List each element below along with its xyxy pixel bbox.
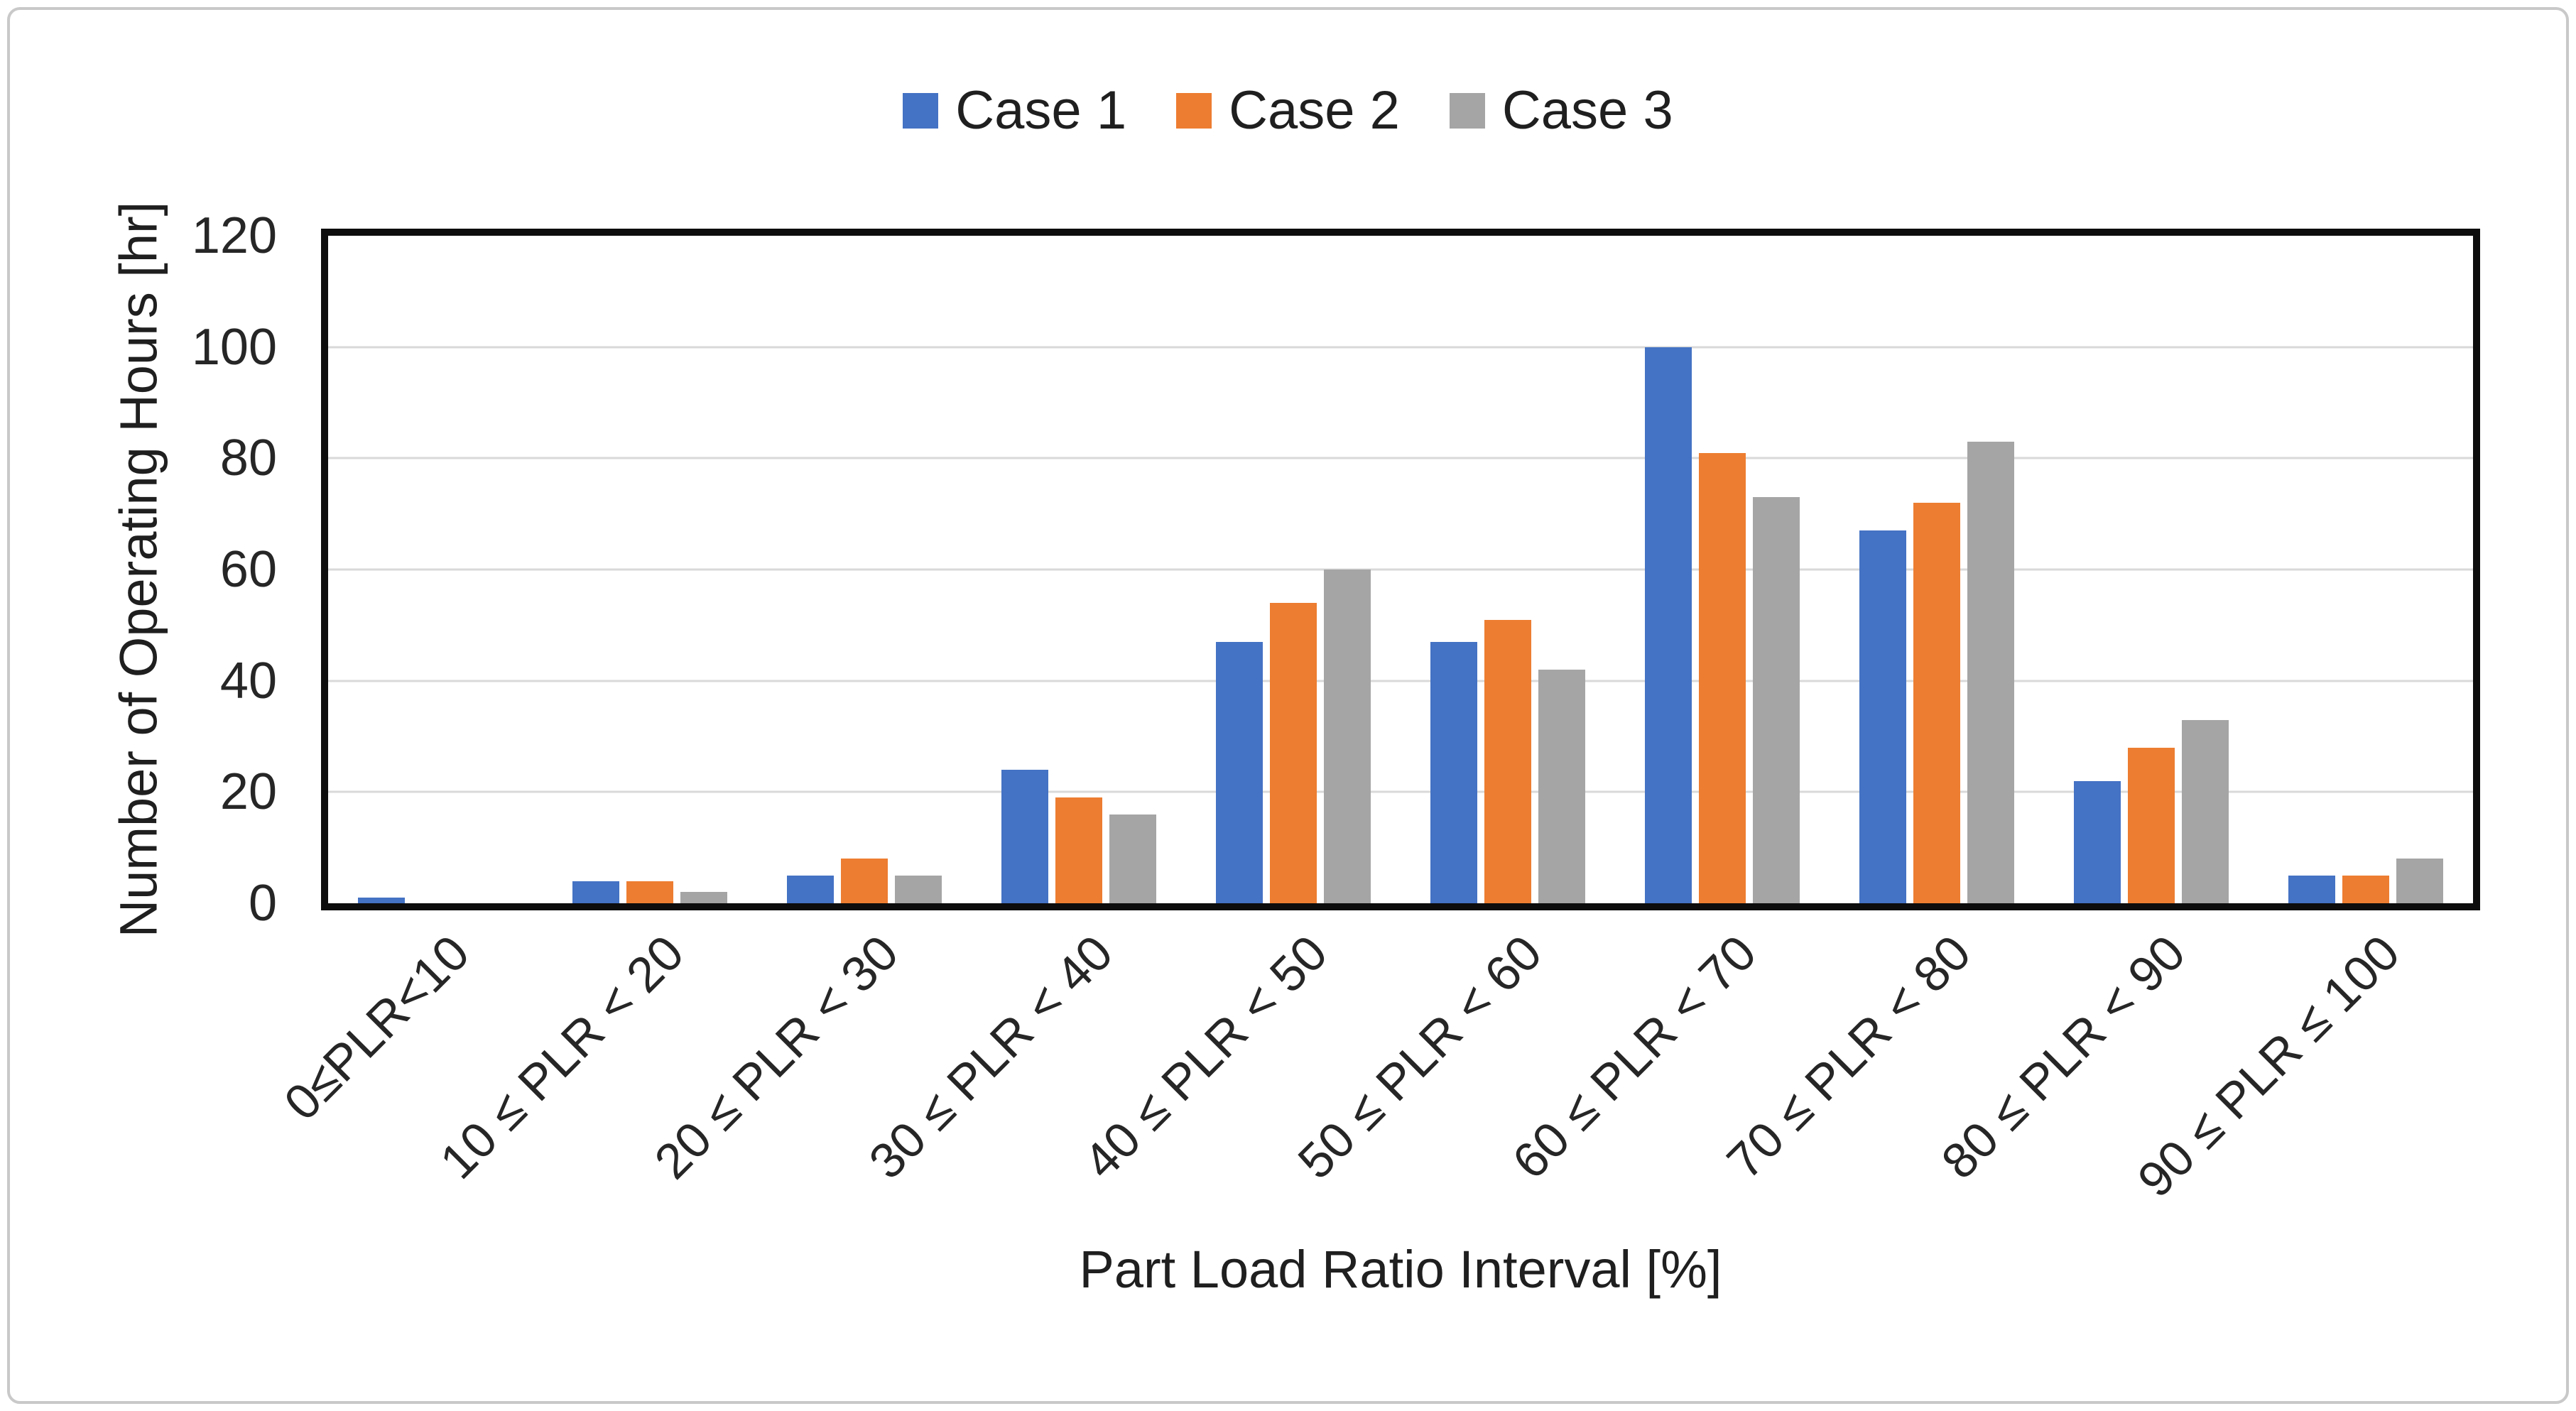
bar-case-3-5 xyxy=(1324,570,1371,903)
bar-case-1-2 xyxy=(572,881,619,903)
bar-group-3 xyxy=(757,236,972,903)
bar-case-3-6 xyxy=(1538,670,1585,903)
x-axis-labels: 0≤PLR<10 10 ≤ PLR < 20 20 ≤ PLR < 30 30 ≤ P… xyxy=(273,925,2473,1225)
bar-case-1-9 xyxy=(2074,780,2121,903)
bar-case-2-4 xyxy=(1055,797,1102,903)
gridline-80 xyxy=(328,457,2473,459)
bar-group-10 xyxy=(2259,236,2473,903)
y-tick-label-20: 20 xyxy=(219,763,277,821)
bar-group-6 xyxy=(1401,236,1615,903)
bar-case-1-10 xyxy=(2288,875,2335,903)
bar-case-3-9 xyxy=(2182,719,2229,903)
x-axis-title: Part Load Ratio Interval [%] xyxy=(1079,1240,1722,1299)
legend-item-2: Case 2 xyxy=(1176,84,1400,138)
bar-case-3-4 xyxy=(1109,814,1156,903)
legend-swatch-2 xyxy=(1176,93,1212,129)
legend-label-1: Case 1 xyxy=(955,80,1127,141)
bar-case-2-3 xyxy=(841,859,888,903)
y-tick-label-100: 100 xyxy=(191,318,277,376)
bar-case-3-10 xyxy=(2396,859,2443,903)
y-tick-label-0: 0 xyxy=(248,875,277,932)
bar-case-2-2 xyxy=(626,881,673,903)
bar-case-2-6 xyxy=(1484,619,1531,903)
bar-case-1-6 xyxy=(1430,641,1477,903)
legend-swatch-3 xyxy=(1449,93,1485,129)
plot-area xyxy=(321,229,2480,910)
bar-group-4 xyxy=(972,236,1186,903)
bar-case-2-7 xyxy=(1699,452,1746,903)
bar-case-1-4 xyxy=(1001,770,1048,903)
bar-case-1-8 xyxy=(1859,530,1906,903)
bar-group-1 xyxy=(328,236,543,903)
bar-group-9 xyxy=(2044,236,2259,903)
legend-swatch-1 xyxy=(903,93,939,129)
y-tick-label-60: 60 xyxy=(219,541,277,598)
bar-case-3-8 xyxy=(1967,441,2014,903)
y-tick-label-120: 120 xyxy=(191,207,277,264)
gridline-100 xyxy=(328,346,2473,349)
gridline-20 xyxy=(328,790,2473,793)
legend-item-3: Case 3 xyxy=(1449,80,1673,141)
y-tick-label-80: 80 xyxy=(219,430,277,487)
gridline-60 xyxy=(328,568,2473,571)
bar-case-2-5 xyxy=(1270,603,1317,903)
bar-groups xyxy=(328,236,2473,903)
legend-item-1: Case 1 xyxy=(903,84,1126,138)
bar-group-5 xyxy=(1186,236,1401,903)
bar-case-1-1 xyxy=(358,898,405,903)
gridline-40 xyxy=(328,680,2473,682)
bar-case-3-7 xyxy=(1753,497,1800,903)
bar-case-2-9 xyxy=(2128,747,2175,903)
bar-case-3-3 xyxy=(895,875,942,903)
bar-case-2-8 xyxy=(1913,503,1960,903)
legend-label-2: Case 2 xyxy=(1229,80,1400,141)
y-tick-label-40: 40 xyxy=(219,652,277,709)
bar-group-8 xyxy=(1830,236,2044,903)
y-axis-ticks: 0 20 40 60 80 100 120 xyxy=(0,210,321,929)
bar-group-7 xyxy=(1615,236,1830,903)
gridlines xyxy=(328,236,2473,903)
bar-case-2-10 xyxy=(2342,875,2389,903)
legend-label-3: Case 3 xyxy=(1501,80,1673,141)
bar-case-1-5 xyxy=(1216,641,1263,903)
bar-group-2 xyxy=(543,236,757,903)
bar-case-1-7 xyxy=(1645,347,1692,903)
bar-case-1-3 xyxy=(787,875,834,903)
legend: Case 1 Case 2 Case 3 xyxy=(0,84,2576,138)
bar-case-3-2 xyxy=(680,892,727,903)
